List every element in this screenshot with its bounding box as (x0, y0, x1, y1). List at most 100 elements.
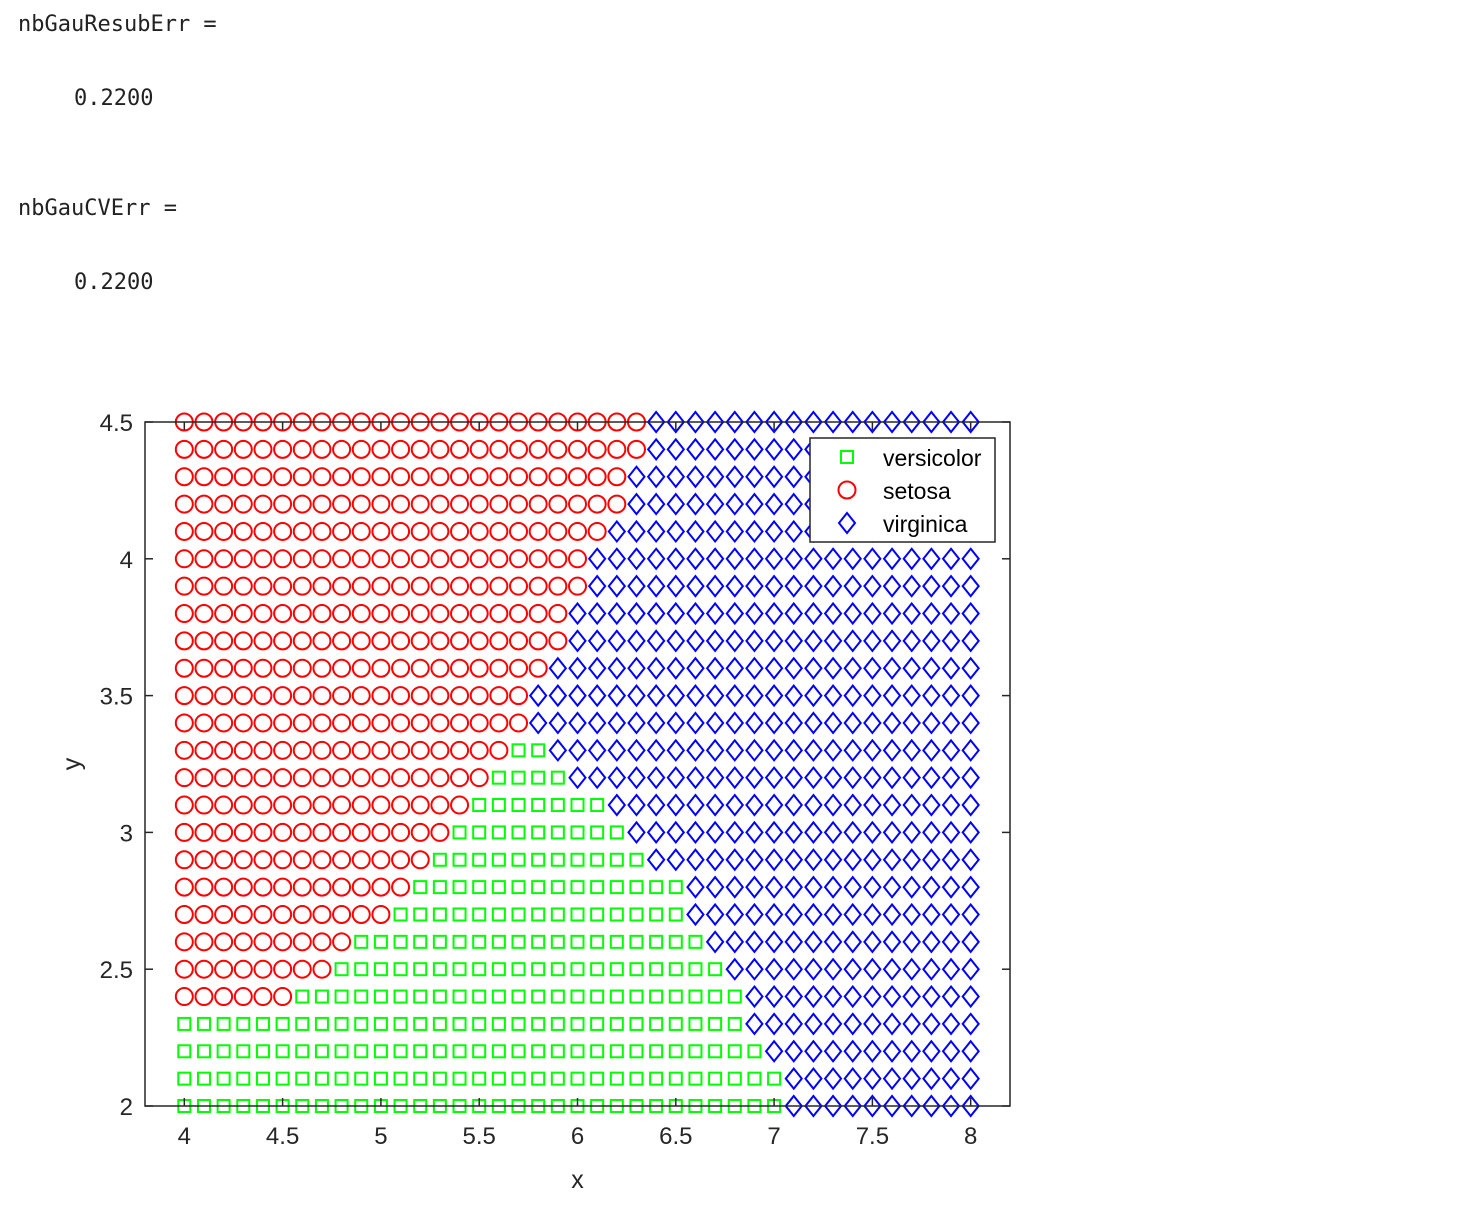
setosa-marker (273, 658, 293, 678)
versicolor-marker (570, 798, 585, 813)
virginica-marker (843, 629, 863, 653)
virginica-marker (607, 601, 627, 626)
virginica-marker (902, 820, 921, 845)
virginica-marker (882, 984, 902, 1009)
setosa-marker (233, 439, 253, 459)
setosa-marker (469, 768, 489, 788)
setosa-marker (607, 439, 627, 459)
versicolor-marker (275, 1071, 290, 1086)
virginica-marker (725, 547, 745, 571)
setosa-marker (351, 904, 371, 924)
setosa-marker (233, 740, 253, 760)
setosa-marker (273, 576, 293, 596)
virginica-marker (725, 683, 745, 708)
virginica-marker (725, 465, 745, 489)
virginica-marker (843, 738, 863, 762)
versicolor-marker (531, 1016, 546, 1031)
versicolor-marker (590, 934, 605, 949)
setosa-marker (174, 576, 194, 596)
setosa-marker (194, 631, 214, 651)
versicolor-marker (668, 880, 683, 895)
virginica-marker (705, 410, 725, 434)
virginica-marker (587, 656, 607, 680)
virginica-marker (882, 957, 902, 981)
versicolor-marker (688, 1044, 703, 1059)
setosa-marker (194, 439, 214, 459)
setosa-marker (312, 494, 332, 514)
virginica-marker (725, 875, 745, 899)
setosa-marker (410, 740, 430, 760)
setosa-marker (528, 658, 548, 678)
setosa-marker (332, 631, 352, 651)
virginica-marker (823, 1067, 843, 1091)
virginica-marker (686, 738, 705, 762)
virginica-marker (843, 793, 863, 817)
virginica-marker (666, 437, 686, 461)
setosa-marker (469, 658, 489, 678)
versicolor-marker (511, 989, 526, 1004)
virginica-marker (587, 601, 607, 626)
setosa-marker (174, 822, 194, 842)
virginica-marker (607, 656, 627, 680)
setosa-marker (253, 631, 273, 651)
setosa-marker (332, 713, 352, 733)
versicolor-marker (373, 934, 388, 949)
setosa-marker (194, 959, 214, 979)
versicolor-marker (491, 798, 506, 813)
setosa-marker (391, 822, 411, 842)
setosa-marker (410, 795, 430, 815)
virginica-marker (764, 820, 784, 845)
virginica-marker (666, 848, 686, 872)
setosa-marker (292, 494, 312, 514)
setosa-marker (332, 604, 352, 624)
virginica-marker (745, 820, 764, 845)
setosa-marker (489, 549, 509, 569)
versicolor-marker (432, 934, 447, 949)
virginica-marker (922, 875, 941, 899)
versicolor-marker (491, 880, 506, 895)
virginica-marker (686, 492, 705, 516)
versicolor-marker (491, 1016, 506, 1031)
virginica-marker (725, 930, 745, 954)
virginica-marker (902, 957, 921, 981)
virginica-marker (745, 930, 764, 954)
versicolor-marker (550, 1044, 565, 1059)
virginica-marker (607, 574, 627, 598)
legend: versicolor setosa virginica (809, 437, 996, 543)
versicolor-marker (511, 907, 526, 922)
virginica-marker (666, 683, 686, 708)
setosa-marker (194, 467, 214, 487)
versicolor-marker (767, 1071, 782, 1086)
setosa-marker (509, 686, 529, 706)
virginica-marker (922, 1012, 941, 1036)
virginica-marker (843, 820, 863, 845)
setosa-marker (568, 494, 587, 514)
setosa-marker (233, 768, 253, 788)
virginica-marker (843, 547, 863, 571)
virginica-marker (941, 711, 961, 735)
virginica-marker (548, 683, 568, 708)
versicolor-marker (216, 1016, 231, 1031)
virginica-marker (882, 1067, 902, 1091)
x-tick-label: 5 (374, 1123, 387, 1150)
setosa-marker (233, 822, 253, 842)
setosa-marker (253, 959, 273, 979)
virginica-marker (961, 1067, 980, 1091)
versicolor-marker (550, 770, 565, 785)
versicolor-marker (413, 989, 428, 1004)
virginica-marker (922, 848, 941, 872)
setosa-marker (351, 795, 371, 815)
x-tick-label: 7 (767, 1123, 780, 1150)
versicolor-marker (393, 1071, 408, 1086)
virginica-marker (705, 683, 725, 708)
virginica-marker (705, 492, 725, 516)
setosa-marker (214, 713, 234, 733)
virginica-marker (902, 1039, 921, 1063)
versicolor-marker (708, 1016, 723, 1031)
versicolor-marker (393, 1016, 408, 1031)
versicolor-marker (472, 852, 487, 867)
versicolor-marker (275, 1016, 290, 1031)
virginica-marker (764, 766, 784, 790)
versicolor-marker (314, 989, 329, 1004)
virginica-marker (627, 711, 646, 735)
